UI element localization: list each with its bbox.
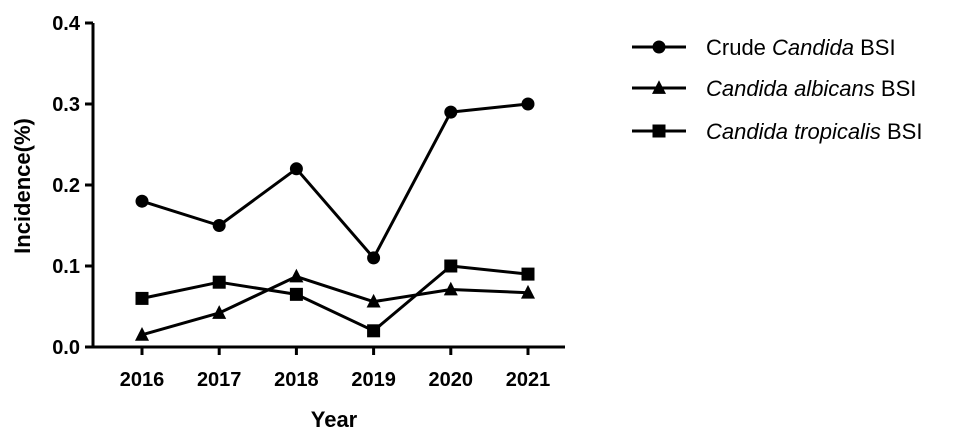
- data-point: [289, 287, 303, 301]
- data-point: [135, 194, 149, 208]
- data-point: [443, 281, 458, 296]
- x-tick-label: 2017: [197, 369, 242, 391]
- data-point: [444, 105, 458, 119]
- data-point: [212, 219, 226, 232]
- x-tick-label: 2019: [351, 369, 396, 391]
- series-line: [141, 264, 529, 333]
- y-axis-title: Incidence(%): [10, 118, 35, 254]
- legend-label: Candida albicans BSI: [706, 76, 916, 101]
- legend-label: Candida tropicalis BSI: [706, 119, 922, 144]
- y-tick-label: 0.3: [52, 94, 80, 116]
- x-tick-label: 2020: [429, 369, 474, 391]
- y-tick-label: 0.1: [52, 256, 80, 278]
- data-point: [521, 97, 535, 111]
- y-tick-label: 0.2: [52, 175, 80, 197]
- x-tick-label: 2021: [506, 369, 551, 391]
- data-point: [212, 275, 226, 289]
- data-point: [367, 324, 381, 338]
- data-point: [135, 291, 149, 305]
- legend-entry: Candida tropicalis BSI: [632, 119, 922, 144]
- data-point: [366, 293, 381, 308]
- legend-marker: [652, 80, 666, 94]
- x-tick-label: 2016: [120, 369, 165, 391]
- axes: 0.0 0.1 0.2 0.3 0.4 2016 2017 2018 2019 2020 2021: [52, 13, 565, 391]
- series-layer: [135, 97, 535, 341]
- data-point: [212, 305, 227, 319]
- series-triangle: [135, 268, 535, 341]
- data-point: [367, 251, 381, 265]
- legend-label: Crude Candida BSI: [706, 35, 896, 60]
- series-line: [141, 102, 529, 260]
- data-point: [135, 327, 149, 341]
- legend-marker: [652, 40, 666, 54]
- data-point: [289, 268, 304, 283]
- legend-entry: Crude Candida BSI: [632, 35, 896, 60]
- x-axis-title: Year: [311, 407, 358, 431]
- data-point: [289, 162, 303, 176]
- legend-entry: Candida albicans BSI: [632, 76, 916, 101]
- y-tick-label: 0.0: [52, 337, 80, 359]
- series-square: [135, 259, 535, 338]
- data-point: [521, 267, 535, 281]
- legend: Crude Candida BSI Candida albicans BSI Can…: [632, 35, 922, 144]
- x-tick-label: 2018: [274, 369, 319, 391]
- data-point: [444, 259, 458, 273]
- data-point: [521, 284, 535, 299]
- y-tick-label: 0.4: [52, 13, 81, 35]
- series-circle: [135, 97, 535, 265]
- series-line: [141, 275, 529, 337]
- legend-marker: [652, 124, 666, 138]
